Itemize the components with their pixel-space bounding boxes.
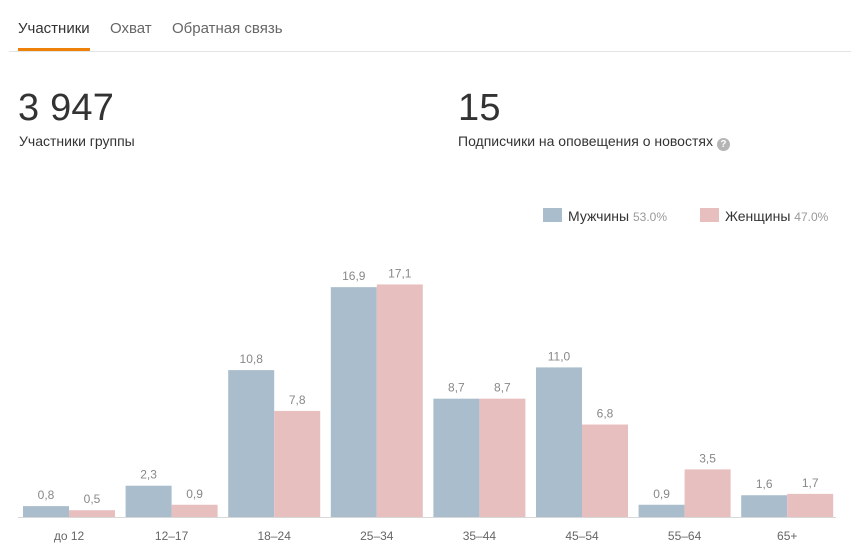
legend-male-label: Мужчины — [568, 208, 630, 224]
x-tick-label-4: 35–44 — [463, 529, 497, 543]
subscribers-label: Подписчики на оповещения о новостях — [458, 133, 713, 149]
data-label-female-5: 6,8 — [597, 407, 614, 421]
x-tick-label-3: 25–34 — [360, 529, 394, 543]
bar-female-5 — [582, 424, 628, 517]
tab-members[interactable]: Участники — [18, 0, 90, 51]
tab-reach[interactable]: Охват — [110, 20, 152, 37]
data-label-male-7: 1,6 — [756, 477, 773, 491]
legend-female-share: 47.0% — [794, 210, 829, 224]
bar-male-4 — [433, 398, 480, 517]
legend-female-label: Женщины — [725, 208, 791, 224]
bar-male-7 — [741, 495, 788, 517]
legend-male-share: 53.0% — [632, 210, 668, 224]
bar-male-6 — [638, 504, 685, 517]
question-icon[interactable]: ? — [716, 138, 730, 151]
data-label-female-2: 7,8 — [289, 393, 306, 407]
data-label-female-3: 17,1 — [388, 266, 412, 280]
bar-male-0 — [23, 506, 69, 517]
data-label-male-5: 11,0 — [548, 349, 571, 363]
bar-female-3 — [376, 284, 423, 517]
bar-female-1 — [171, 504, 218, 517]
data-label-female-6: 3,5 — [699, 451, 716, 465]
x-tick-label-2: 18–24 — [258, 529, 292, 543]
legend-swatch-male — [543, 208, 562, 222]
members-count: 3 947 — [18, 87, 115, 129]
data-label-female-7: 1,7 — [802, 476, 819, 490]
bar-male-1 — [125, 485, 172, 517]
bar-female-2 — [274, 410, 321, 517]
x-tick-label-6: 55–64 — [668, 529, 702, 543]
legend-swatch-female — [700, 208, 719, 222]
bar-male-2 — [228, 370, 275, 517]
bar-female-7 — [787, 493, 834, 517]
data-label-male-0: 0,8 — [38, 488, 55, 502]
data-label-male-3: 16,9 — [342, 269, 366, 283]
members-label: Участники группы — [19, 133, 135, 149]
legend-female: Женщины 47.0% — [725, 208, 828, 224]
data-label-male-2: 10,8 — [240, 352, 264, 366]
x-tick-label-0: до 12 — [54, 529, 85, 543]
subscribers-count: 15 — [458, 87, 501, 129]
data-label-male-4: 8,7 — [448, 381, 465, 395]
bar-male-5 — [536, 367, 582, 517]
bar-female-4 — [479, 398, 526, 517]
data-label-female-0: 0,5 — [84, 492, 101, 506]
x-tick-label-1: 12–17 — [155, 529, 189, 543]
bar-male-3 — [330, 287, 377, 517]
tab-bar: Участники Охват Обратная связь — [9, 0, 851, 52]
data-label-male-1: 2,3 — [140, 468, 157, 482]
data-label-female-1: 0,9 — [186, 487, 203, 501]
x-tick-label-5: 45–54 — [565, 529, 599, 543]
subscribers-label-wrap: Подписчики на оповещения о новостях? — [458, 133, 730, 151]
data-label-female-4: 8,7 — [494, 381, 511, 395]
x-tick-label-7: 65+ — [777, 529, 797, 543]
legend-male: Мужчины 53.0% — [568, 208, 667, 224]
tab-feedback[interactable]: Обратная связь — [172, 20, 283, 37]
data-label-male-6: 0,9 — [653, 487, 670, 501]
bar-female-6 — [684, 469, 731, 517]
bar-female-0 — [69, 510, 115, 517]
